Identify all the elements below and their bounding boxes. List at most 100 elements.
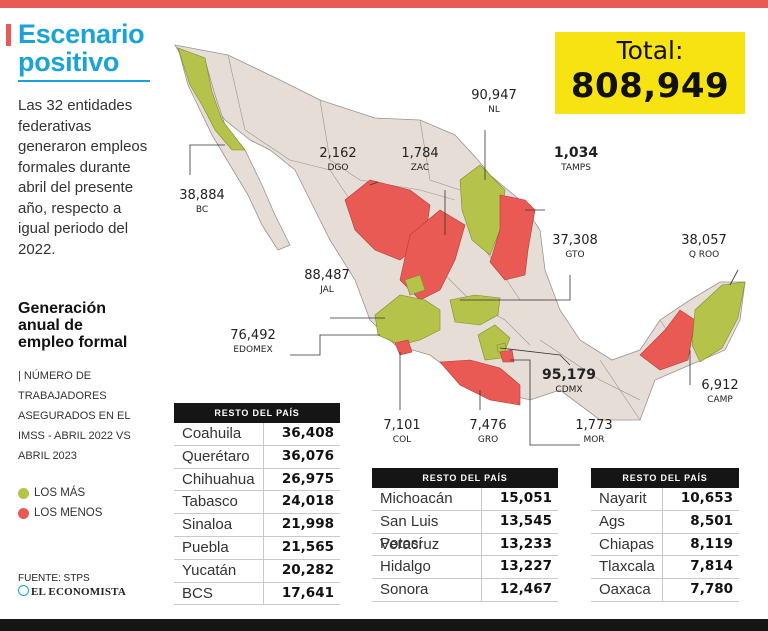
subtitle-line-1: Generación bbox=[18, 300, 107, 317]
callout-leaders bbox=[189, 130, 739, 446]
table-cell-state: Chiapas bbox=[591, 533, 663, 556]
callout-abbr: JAL bbox=[320, 285, 334, 295]
state-mor bbox=[499, 349, 515, 363]
callout-abbr: DGO bbox=[327, 163, 349, 173]
callout-value: 90,947 bbox=[471, 88, 517, 103]
callout-value: 1,034 bbox=[553, 145, 599, 161]
intro-text: Las 32 entidades federativas generaron e… bbox=[18, 97, 148, 258]
table-cell-state: Oaxaca bbox=[591, 579, 663, 601]
state-col bbox=[394, 339, 413, 356]
table-row: BCS 17,641 bbox=[174, 582, 340, 606]
table-header: RESTO DEL PAÍS bbox=[591, 468, 739, 488]
bottom-bar bbox=[0, 619, 768, 631]
legend: LOS MÁS LOS MENOS bbox=[18, 483, 102, 523]
page-title-line-1: Escenario bbox=[18, 19, 145, 49]
state-ags bbox=[404, 274, 426, 296]
table-cell-state: Tabasco bbox=[174, 491, 264, 514]
state-jal bbox=[374, 294, 441, 346]
table-cell-value: 10,653 bbox=[680, 490, 733, 506]
subtitle-line-3: empleo formal bbox=[18, 334, 128, 351]
table-row: Nayarit 10,653 bbox=[591, 488, 739, 511]
table-header: RESTO DEL PAÍS bbox=[372, 468, 558, 488]
table-cell-value: 36,408 bbox=[281, 425, 334, 441]
table-cell-state: Puebla bbox=[174, 536, 264, 559]
callout-value: 38,057 bbox=[681, 233, 727, 248]
page-title-line-2: positivo bbox=[18, 47, 120, 77]
table-cell-value: 26,975 bbox=[281, 470, 334, 487]
table-cell-state: Yucatán bbox=[174, 559, 264, 582]
legend-label: LOS MÁS bbox=[34, 487, 86, 499]
table-cell-value: 13,545 bbox=[499, 512, 552, 529]
table-cell-value: 36,076 bbox=[281, 447, 334, 464]
callout-gto: 37,308 GTO bbox=[548, 233, 602, 263]
table-cell-state: Chihuahua bbox=[174, 468, 264, 491]
table-cell-value: 17,641 bbox=[281, 584, 334, 601]
source-text: FUENTE: STPS bbox=[18, 573, 90, 584]
table-cell-state: Nayarit bbox=[591, 488, 663, 510]
state-gto bbox=[449, 294, 501, 326]
table-cell-value: 13,227 bbox=[499, 558, 552, 575]
legend-swatch-red bbox=[18, 507, 29, 519]
table-row: Puebla 21,565 bbox=[174, 536, 340, 560]
table-row: Veracruz 13,233 bbox=[372, 533, 558, 557]
callout-value: 95,179 bbox=[541, 367, 597, 383]
table-cell-state: Michoacán bbox=[372, 488, 482, 510]
table-cell-state: Ags bbox=[591, 510, 663, 533]
callout-abbr: Q ROO bbox=[688, 250, 720, 260]
callout-value: 6,912 bbox=[701, 378, 739, 393]
table-cell-value: 21,565 bbox=[281, 538, 334, 555]
callout-col: 7,101 COL bbox=[376, 418, 428, 448]
total-label: Total: bbox=[616, 36, 684, 65]
table-cell-value: 21,998 bbox=[281, 516, 334, 533]
table-row: Tlaxcala 7,814 bbox=[591, 556, 739, 580]
callout-abbr: COL bbox=[392, 435, 412, 445]
callout-value: 2,162 bbox=[319, 146, 357, 161]
table-cell-value: 7,780 bbox=[690, 581, 733, 598]
table-resto-3: RESTO DEL PAÍS Nayarit 10,653 Ags 8,501 Ch… bbox=[591, 468, 739, 602]
table-row: Tabasco 24,018 bbox=[174, 491, 340, 515]
callout-abbr: EDOMEX bbox=[233, 345, 273, 355]
title-accent-bar bbox=[6, 24, 11, 46]
callout-abbr: TAMPS bbox=[561, 163, 591, 173]
callout-cdmx: 95,179 CDMX bbox=[540, 368, 598, 398]
state-bc bbox=[177, 47, 246, 151]
state-nl bbox=[459, 164, 506, 256]
legend-item-mas: LOS MÁS bbox=[18, 483, 102, 503]
table-cell-state: Veracruz bbox=[372, 533, 482, 556]
callout-value: 76,492 bbox=[230, 328, 276, 343]
section-description: | NÚMERO DE TRABAJADORES ASEGURADOS EN E… bbox=[18, 370, 131, 462]
section-subtitle: Generación anual de empleo formal bbox=[18, 300, 158, 351]
table-header: RESTO DEL PAÍS bbox=[174, 403, 340, 423]
brand-logo: EL ECONOMISTA bbox=[18, 585, 126, 599]
callout-value: 7,476 bbox=[469, 418, 507, 433]
table-cell-value: 20,282 bbox=[281, 561, 334, 578]
table-cell-value: 8,119 bbox=[690, 535, 733, 552]
callout-nl: 90,947 NL bbox=[467, 88, 521, 118]
callout-value: 1,784 bbox=[401, 146, 439, 161]
legend-label: LOS MENOS bbox=[34, 507, 103, 519]
callout-value: 38,884 bbox=[179, 188, 225, 203]
callout-qroo: 38,057 Q ROO bbox=[676, 233, 732, 263]
table-cell-value: 13,233 bbox=[499, 535, 552, 552]
table-row: Michoacán 15,051 bbox=[372, 488, 558, 511]
table-row: Chihuahua 26,975 bbox=[174, 468, 340, 492]
table-row: Coahuila 36,408 bbox=[174, 423, 340, 446]
table-cell-value: 7,814 bbox=[690, 558, 733, 575]
callout-abbr: NL bbox=[488, 105, 500, 115]
table-row: Ags 8,501 bbox=[591, 510, 739, 534]
page-title: Escenario positivo bbox=[18, 20, 151, 76]
page-title-block: Escenario positivo bbox=[6, 20, 151, 82]
top-accent-bar bbox=[0, 0, 768, 8]
callout-edomex: 76,492 EDOMEX bbox=[226, 328, 280, 358]
callout-jal: 88,487 JAL bbox=[300, 268, 354, 298]
callout-value: 7,101 bbox=[383, 418, 421, 433]
table-resto-2: RESTO DEL PAÍS Michoacán 15,051 San Luis … bbox=[372, 468, 558, 602]
table-cell-state: Sonora bbox=[372, 579, 482, 601]
callout-camp: 6,912 CAMP bbox=[693, 378, 747, 408]
total-value: 808,949 bbox=[570, 66, 730, 106]
callout-abbr: BC bbox=[195, 205, 209, 215]
table-cell-state: BCS bbox=[174, 582, 264, 605]
table-row: Yucatán 20,282 bbox=[174, 559, 340, 583]
callout-abbr: GRO bbox=[477, 435, 499, 445]
table-cell-value: 8,501 bbox=[690, 512, 733, 529]
